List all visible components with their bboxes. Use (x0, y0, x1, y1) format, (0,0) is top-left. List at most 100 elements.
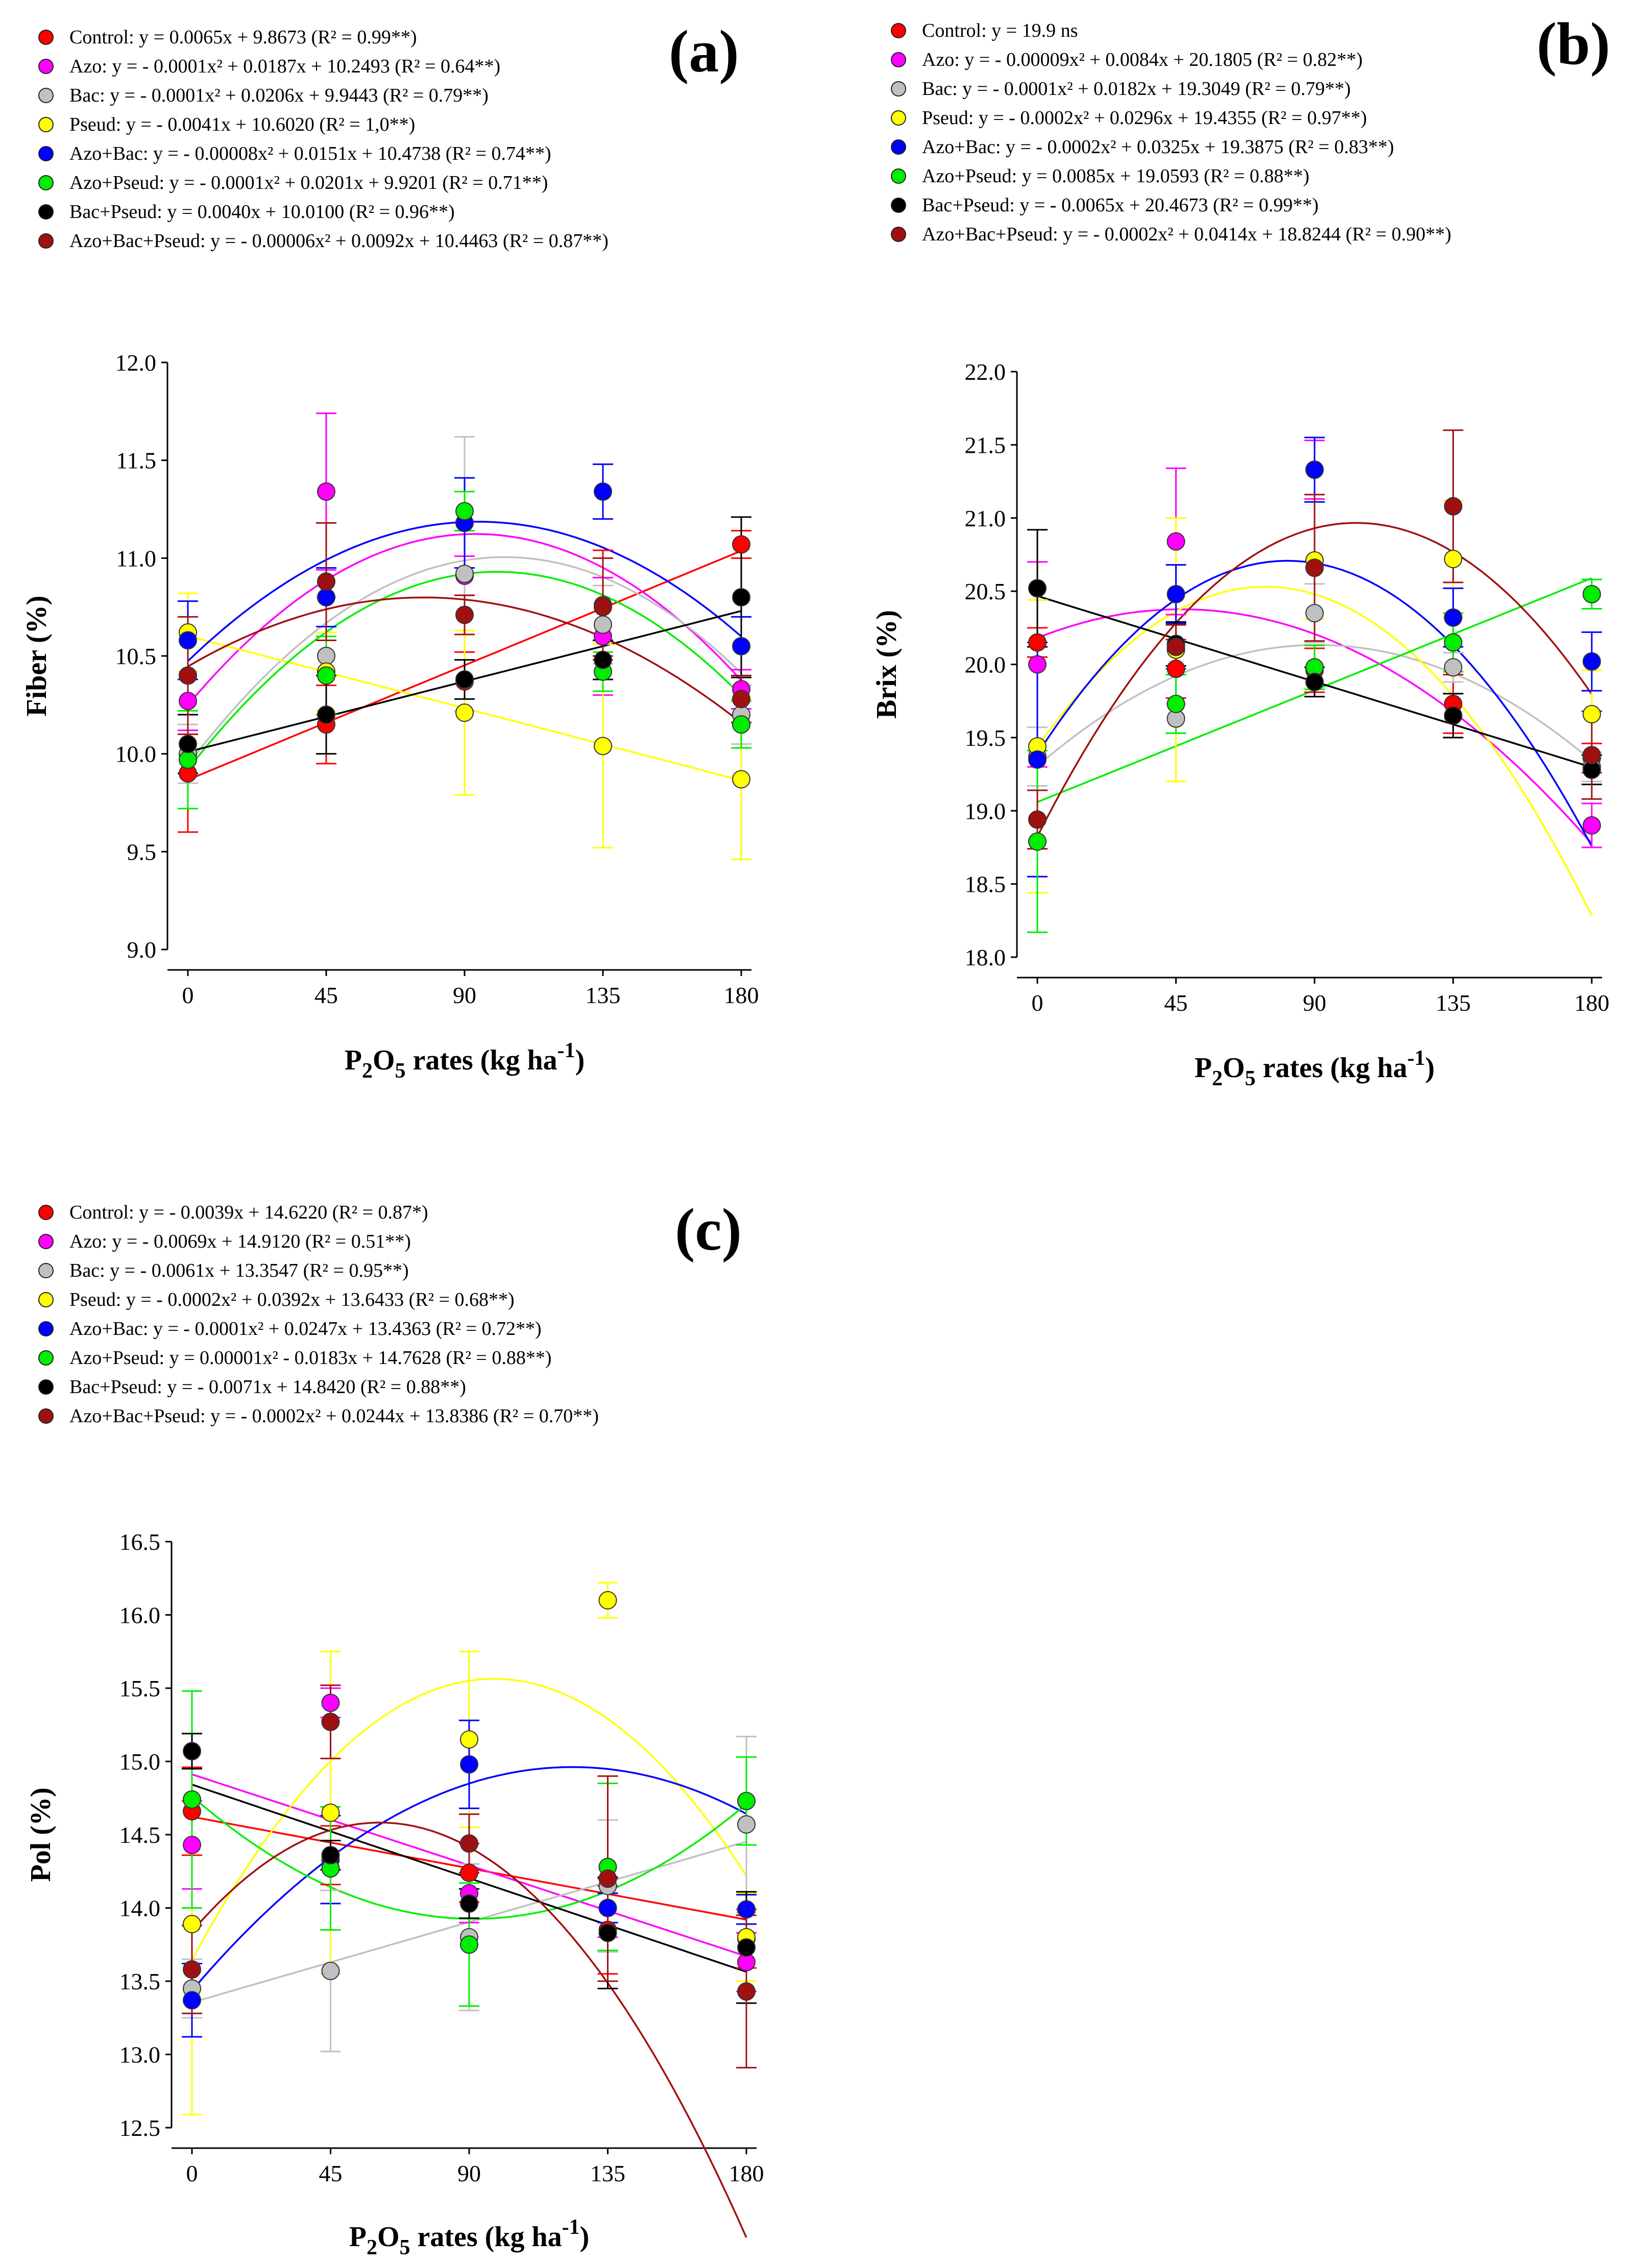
legend-entry: Pseud: y = - 0.0041x + 10.6020 (R² = 1,0… (69, 114, 415, 135)
legend-entry: Azo+Bac: y = - 0.0002x² + 0.0325x + 19.3… (922, 136, 1394, 158)
data-point (317, 705, 335, 724)
data-point (1167, 660, 1185, 678)
data-point (179, 735, 197, 753)
legend-entry: Bac: y = - 0.0061x + 13.3547 (R² = 0.95*… (69, 1260, 409, 1281)
y-tick-label: 20.0 (965, 652, 1006, 678)
data-point (598, 1898, 617, 1917)
data-point (732, 690, 750, 709)
data-point (1028, 832, 1047, 851)
data-point (598, 1591, 617, 1610)
legend-entry: Azo+Bac+Pseud: y = - 0.00006x² + 0.0092x… (69, 230, 609, 252)
data-point (598, 1869, 617, 1888)
data-point (1444, 658, 1463, 677)
data-point (460, 1935, 478, 1954)
legend-marker (38, 59, 54, 74)
legend-marker (38, 1408, 54, 1424)
data-point (317, 572, 335, 591)
data-point (179, 631, 197, 650)
y-tick-label: 21.0 (965, 505, 1006, 531)
data-point (737, 1900, 756, 1919)
y-tick-label: 12.5 (119, 2115, 161, 2141)
x-tick-label: 135 (586, 982, 621, 1008)
legend-marker (38, 1205, 54, 1220)
data-point (183, 1960, 201, 1979)
data-point (1583, 746, 1601, 765)
y-axis-label: Brix (%) (871, 610, 903, 719)
data-point (1583, 585, 1601, 603)
legend-marker (38, 88, 54, 103)
data-point (321, 1713, 340, 1732)
data-point (737, 1982, 756, 2001)
data-point (460, 1755, 478, 1774)
data-point (321, 1693, 340, 1712)
data-point (594, 482, 612, 501)
data-point (460, 1730, 478, 1749)
panel-a-fiber: (a) Control: y = 0.0065x + 9.8673 (R² = 0… (21, 18, 759, 1083)
legend-entry: Azo+Bac: y = - 0.0001x² + 0.0247x + 13.4… (69, 1318, 542, 1340)
data-point (460, 1834, 478, 1853)
data-point (1167, 532, 1185, 551)
data-point (321, 1961, 340, 1980)
data-point (732, 770, 750, 789)
data-point (460, 1863, 478, 1882)
y-tick-label: 9.0 (127, 937, 157, 963)
legend-marker (891, 52, 906, 67)
data-point (183, 1742, 201, 1761)
x-tick-label: 180 (729, 2160, 764, 2186)
data-point (1028, 750, 1047, 769)
legend-entry: Control: y = - 0.0039x + 14.6220 (R² = 0… (69, 1202, 428, 1223)
legend-marker (38, 1234, 54, 1249)
data-point (321, 1846, 340, 1865)
x-tick-label: 90 (457, 2160, 481, 2186)
x-tick-label: 180 (724, 982, 759, 1008)
data-point (1444, 550, 1463, 569)
legend-entry: Azo: y = - 0.0001x² + 0.0187x + 10.2493 … (69, 56, 500, 77)
data-point (317, 588, 335, 606)
legend-marker (38, 1292, 54, 1307)
legend-marker (38, 1350, 54, 1366)
data-point (179, 750, 197, 769)
legend-entry: Bac+Pseud: y = 0.0040x + 10.0100 (R² = 0… (69, 201, 455, 223)
y-tick-label: 14.0 (119, 1895, 161, 1921)
data-point (1583, 652, 1601, 671)
y-tick-label: 15.5 (119, 1675, 161, 1701)
legend-marker (891, 168, 906, 184)
legend-marker (38, 1263, 54, 1278)
data-point (594, 615, 612, 634)
y-tick-label: 11.5 (116, 448, 156, 474)
data-point (594, 737, 612, 756)
legend-marker (891, 81, 906, 96)
legend-entry: Azo+Bac+Pseud: y = - 0.0002x² + 0.0244x … (69, 1405, 599, 1427)
legend-entry: Control: y = 19.9 ns (922, 20, 1078, 41)
y-tick-label: 10.0 (115, 741, 157, 767)
data-point (1167, 585, 1185, 603)
x-tick-label: 45 (314, 982, 338, 1008)
legend-marker (891, 110, 906, 126)
data-point (183, 1915, 201, 1934)
legend-entry: Azo+Pseud: y = 0.00001x² - 0.0183x + 14.… (69, 1347, 551, 1369)
y-tick-label: 20.5 (965, 578, 1006, 604)
y-tick-label: 9.5 (127, 839, 157, 865)
x-tick-label: 0 (182, 982, 194, 1008)
y-tick-label: 10.5 (115, 643, 157, 669)
panel-b-brix: (b) Control: y = 19.9 ns Azo: y = - 0.0000… (871, 10, 1610, 1090)
y-tick-label: 19.0 (965, 798, 1006, 824)
legend-entry: Bac+Pseud: y = - 0.0071x + 14.8420 (R² =… (69, 1376, 466, 1398)
data-point (732, 535, 750, 554)
data-point (321, 1803, 340, 1822)
panel-c-pol: (c) Control: y = - 0.0039x + 14.6220 (R² … (25, 1196, 764, 2259)
x-tick-label: 45 (1164, 990, 1188, 1016)
data-point (455, 605, 474, 624)
data-point (598, 1924, 617, 1942)
data-point (1028, 579, 1047, 598)
legend-marker (38, 233, 54, 249)
legend-marker (38, 30, 54, 45)
legend-marker (38, 175, 54, 190)
y-axis-label: Fiber (%) (21, 596, 53, 717)
legend-marker (38, 1379, 54, 1395)
legend-entry: Azo: y = - 0.0069x + 14.9120 (R² = 0.51*… (69, 1231, 411, 1252)
legend-marker (38, 146, 54, 161)
legend-entry: Bac: y = - 0.0001x² + 0.0182x + 19.3049 … (922, 78, 1351, 100)
y-tick-label: 21.5 (965, 432, 1006, 458)
